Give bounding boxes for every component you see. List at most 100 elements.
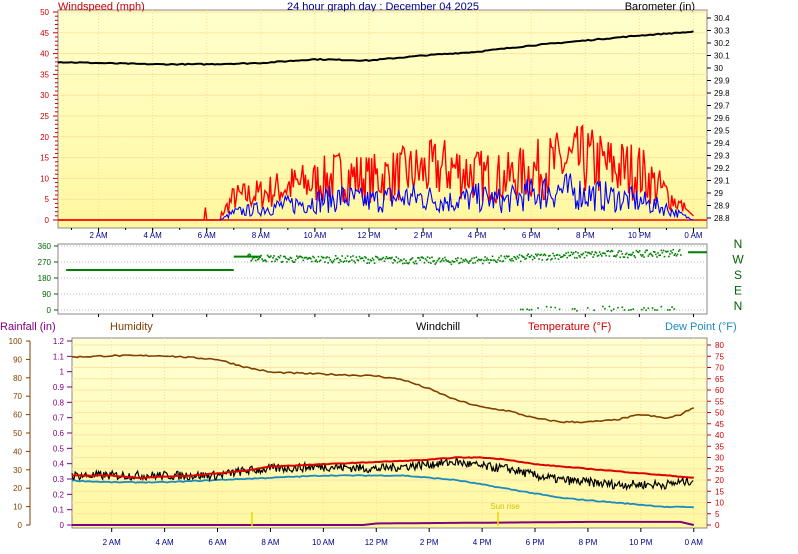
- direction-point: [422, 257, 425, 259]
- direction-point: [392, 262, 394, 264]
- direction-point: [554, 306, 557, 309]
- direction-point: [646, 249, 648, 252]
- direction-point: [406, 262, 408, 264]
- direction-point: [412, 261, 415, 264]
- temp-tick-label: 55: [715, 397, 724, 406]
- direction-point: [606, 250, 608, 253]
- direction-point: [456, 259, 458, 262]
- direction-point: [522, 256, 524, 258]
- dew-point-line: [71, 474, 694, 509]
- direction-point: [676, 253, 679, 256]
- direction-point: [472, 262, 474, 264]
- direction-point: [356, 259, 359, 261]
- direction-point: [386, 257, 389, 260]
- direction-point: [289, 256, 292, 259]
- direction-point: [452, 261, 455, 263]
- direction-point: [628, 253, 630, 256]
- direction-point: [633, 255, 635, 257]
- direction-point: [353, 260, 355, 262]
- direction-point: [384, 257, 387, 260]
- sunrise-label: Sun rise: [490, 502, 520, 511]
- direction-point: [548, 255, 550, 257]
- direction-point: [537, 307, 539, 309]
- x-tick-label: 6 AM: [198, 231, 217, 240]
- direction-point: [364, 256, 366, 258]
- direction-point: [350, 256, 352, 258]
- direction-tick-label: 180: [38, 274, 52, 283]
- direction-point: [602, 305, 604, 308]
- direction-point: [675, 255, 678, 257]
- direction-point: [524, 258, 526, 260]
- direction-point: [455, 257, 457, 260]
- direction-point: [590, 253, 592, 255]
- direction-point: [277, 256, 280, 258]
- direction-point: [522, 308, 524, 311]
- direction-point: [558, 308, 561, 311]
- direction-point: [521, 254, 523, 257]
- direction-point: [371, 257, 374, 259]
- direction-point: [340, 260, 342, 263]
- compass-label: E: [734, 284, 742, 298]
- direction-point: [318, 260, 321, 263]
- direction-point: [674, 252, 677, 255]
- direction-point: [470, 259, 472, 262]
- direction-point: [417, 256, 419, 259]
- direction-point: [276, 258, 279, 261]
- direction-point: [409, 259, 412, 261]
- direction-point: [482, 262, 484, 265]
- direction-point: [536, 255, 538, 257]
- direction-point: [549, 254, 551, 257]
- direction-point: [563, 254, 565, 256]
- humidity-tick-label: 10: [13, 503, 22, 512]
- direction-point: [670, 250, 672, 252]
- humidity-tick-label: 70: [13, 392, 22, 401]
- direction-point: [476, 260, 479, 262]
- direction-point: [311, 260, 313, 263]
- direction-point: [496, 261, 498, 264]
- temperature-axis-title: Temperature (°F): [528, 321, 611, 333]
- direction-point: [651, 255, 654, 257]
- direction-point: [434, 263, 436, 265]
- barometer-tick-label: 29.3: [714, 152, 730, 161]
- direction-tick-label: 270: [38, 258, 52, 267]
- direction-point: [357, 259, 360, 262]
- direction-point: [442, 257, 444, 260]
- direction-point: [586, 251, 589, 254]
- direction-point: [537, 253, 539, 256]
- direction-point: [667, 309, 669, 311]
- direction-point: [597, 254, 600, 257]
- direction-point: [312, 255, 314, 258]
- direction-point: [519, 260, 522, 263]
- direction-point: [608, 305, 611, 308]
- direction-point: [529, 256, 532, 258]
- direction-point: [319, 259, 322, 261]
- rain-tick-label: 0.2: [53, 490, 65, 499]
- direction-point: [607, 250, 610, 252]
- direction-tick-label: 0: [47, 306, 52, 315]
- temp-tick-label: 15: [715, 487, 724, 496]
- direction-point: [255, 256, 258, 259]
- direction-point: [624, 253, 627, 256]
- barometer-tick-label: 29.9: [714, 77, 730, 86]
- direction-point: [290, 257, 293, 259]
- direction-point: [278, 256, 281, 259]
- x-tick-label: 0 AM: [684, 231, 703, 240]
- direction-point: [349, 260, 351, 263]
- direction-point: [668, 255, 670, 258]
- direction-point: [565, 252, 567, 254]
- humidity-tick-label: 80: [13, 374, 22, 383]
- direction-point: [669, 309, 671, 311]
- direction-point: [274, 260, 276, 263]
- direction-point: [589, 252, 591, 255]
- direction-point: [542, 254, 545, 257]
- rain-tick-label: 0.9: [53, 383, 65, 392]
- direction-point: [248, 253, 250, 256]
- direction-point: [559, 256, 562, 259]
- direction-point: [413, 262, 416, 265]
- direction-point: [632, 251, 634, 254]
- direction-point: [641, 308, 643, 311]
- temp-panel-bg: [71, 337, 708, 529]
- direction-point: [678, 249, 681, 251]
- compass-label: W: [732, 253, 744, 267]
